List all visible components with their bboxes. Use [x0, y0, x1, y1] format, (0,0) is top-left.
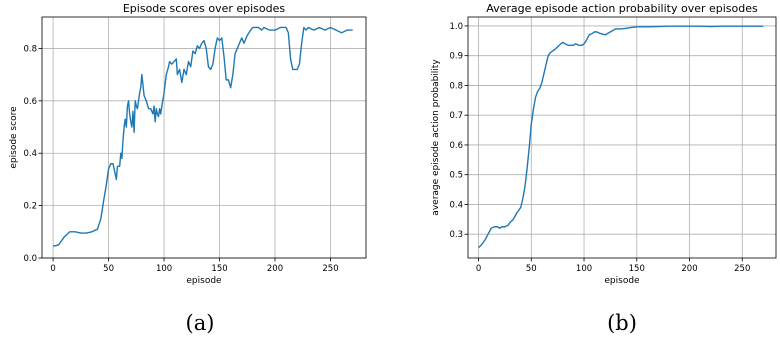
chart-0-x-tick-label-0: 0 — [50, 264, 55, 274]
chart-1-y-axis-label: average episode action probability — [431, 59, 441, 216]
chart-1-title: Average episode action probability over … — [486, 2, 758, 15]
chart-0-y-axis-label: episode score — [9, 106, 19, 169]
chart-1-y-tick-label-0: 0.3 — [449, 230, 463, 240]
chart-1-y-tick-label-1: 0.4 — [449, 200, 463, 210]
chart-0-x-axis-label: episode — [186, 276, 222, 286]
chart-0-x-tick-label-2: 100 — [156, 264, 172, 274]
chart-1-y-tick-label-7: 1.0 — [449, 22, 463, 32]
chart-1-caption: (b) — [607, 311, 637, 335]
chart-1-x-axis-label: episode — [604, 276, 640, 286]
episode-score-chart: 0 50 100 150 200 250 0.0 0.2 0.4 0.6 0.8 Episode sc… — [9, 2, 367, 335]
chart-0-y-tick-label-0: 0.0 — [23, 254, 37, 264]
chart-1-x-tick-label-2: 100 — [576, 264, 592, 274]
chart-0-y-tick-label-1: 0.2 — [23, 202, 37, 212]
chart-1-x-tick-label-0: 0 — [476, 264, 481, 274]
chart-1-y-tick-label-4: 0.7 — [449, 111, 463, 121]
chart-1-x-tick-label-1: 50 — [526, 264, 537, 274]
chart-1-axes-frame — [467, 16, 777, 259]
chart-0-x-tick-label-4: 200 — [267, 264, 283, 274]
chart-1-x-tick-label-3: 150 — [629, 264, 645, 274]
chart-1-x-tick-label-4: 200 — [681, 264, 697, 274]
chart-1-y-tick-label-3: 0.6 — [449, 141, 463, 151]
chart-0-axes-frame — [41, 16, 367, 259]
chart-0-title: Episode scores over episodes — [123, 2, 286, 15]
chart-0-caption: (a) — [186, 311, 215, 335]
chart-0-y-tick-label-2: 0.4 — [23, 149, 37, 159]
chart-0-x-tick-label-3: 150 — [211, 264, 227, 274]
chart-1-x-tick-label-5: 250 — [734, 264, 750, 274]
action-probability-chart: 0 50 100 150 200 250 0.3 0.4 0.5 0.6 0.7 0.8 0.9 1.0 A… — [431, 2, 777, 335]
chart-0-series-line-0 — [52, 26, 353, 247]
chart-1-y-tick-label-5: 0.8 — [449, 81, 463, 91]
chart-0-y-tick-label-3: 0.6 — [23, 97, 37, 107]
chart-0-x-tick-label-5: 250 — [322, 264, 338, 274]
chart-1-series-line-0 — [478, 25, 764, 249]
chart-1-y-tick-label-2: 0.5 — [449, 171, 463, 181]
chart-0-x-tick-label-1: 50 — [103, 264, 114, 274]
chart-1-y-tick-label-6: 0.9 — [449, 52, 463, 62]
chart-0-y-tick-label-4: 0.8 — [23, 44, 37, 54]
